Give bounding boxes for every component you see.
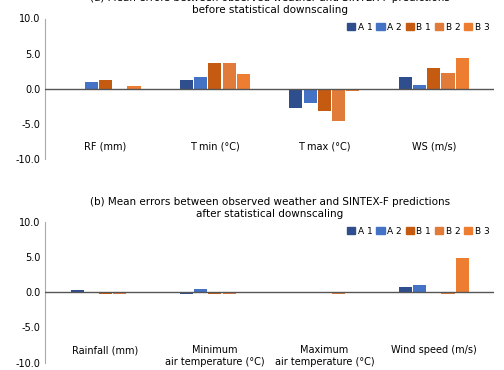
Bar	[208, 292, 221, 295]
Text: WS (m/s): WS (m/s)	[412, 141, 456, 151]
Bar	[318, 89, 331, 111]
Text: T min (°C): T min (°C)	[190, 141, 240, 151]
Bar	[113, 292, 127, 294]
Bar	[399, 287, 412, 292]
Bar	[99, 80, 112, 89]
Bar	[194, 77, 207, 89]
Bar	[332, 292, 345, 294]
Bar	[237, 74, 250, 89]
Bar	[413, 285, 426, 292]
Legend: A 1, A 2, B 1, B 2, B 3: A 1, A 2, B 1, B 2, B 3	[347, 23, 489, 32]
Bar	[456, 258, 469, 292]
Bar	[223, 292, 236, 295]
Bar	[128, 85, 141, 89]
Bar	[456, 58, 469, 89]
Text: Wind speed (m/s): Wind speed (m/s)	[391, 345, 477, 355]
Bar	[99, 292, 112, 295]
Bar	[180, 292, 193, 294]
Bar	[346, 89, 359, 91]
Bar	[208, 63, 221, 89]
Bar	[427, 68, 440, 89]
Bar	[332, 89, 345, 121]
Bar	[71, 290, 84, 292]
Bar	[223, 63, 236, 89]
Bar	[71, 89, 84, 90]
Bar	[413, 85, 426, 89]
Bar	[442, 73, 455, 89]
Text: Rainfall (mm): Rainfall (mm)	[73, 345, 139, 355]
Bar	[442, 292, 455, 294]
Bar	[399, 77, 412, 89]
Title: (b) Mean errors between observed weather and SINTEX-F predictions
after statisti: (b) Mean errors between observed weather…	[90, 197, 450, 219]
Text: Maximum
air temperature (°C): Maximum air temperature (°C)	[275, 345, 374, 367]
Bar	[180, 80, 193, 89]
Text: T max (°C): T max (°C)	[298, 141, 351, 151]
Bar	[85, 83, 98, 89]
Title: (a) Mean errors between observed weather and SINTEX-F predictions
before statist: (a) Mean errors between observed weather…	[90, 0, 450, 15]
Text: Minimum
air temperature (°C): Minimum air temperature (°C)	[165, 345, 265, 367]
Bar	[289, 89, 302, 108]
Bar	[237, 292, 250, 293]
Bar	[303, 89, 317, 104]
Bar	[113, 89, 127, 91]
Legend: A 1, A 2, B 1, B 2, B 3: A 1, A 2, B 1, B 2, B 3	[347, 227, 489, 236]
Text: RF (mm): RF (mm)	[84, 141, 127, 151]
Bar	[194, 289, 207, 292]
